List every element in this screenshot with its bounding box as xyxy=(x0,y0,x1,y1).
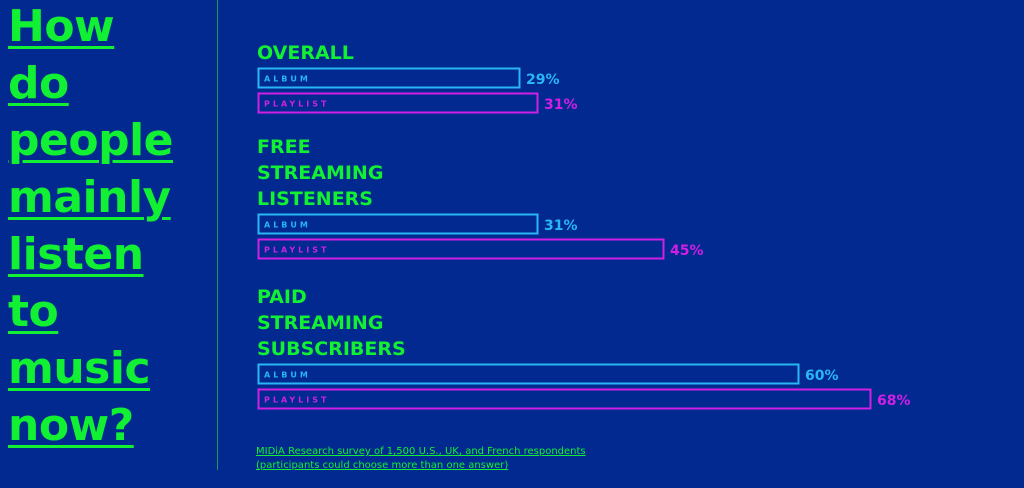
bar xyxy=(257,238,665,260)
bar xyxy=(257,363,800,385)
source-note[interactable]: MIDiA Research survey of 1,500 U.S., UK,… xyxy=(256,445,586,473)
group-title-line: STREAMING xyxy=(257,312,383,334)
group-title-line: PAID xyxy=(257,286,307,308)
value-label: 60% xyxy=(805,368,839,384)
group-title-line: STREAMING xyxy=(257,162,383,184)
bar xyxy=(257,213,539,235)
group-title-line: SUBSCRIBERS xyxy=(257,338,406,360)
source-line-2[interactable]: (participants could choose more than one… xyxy=(256,460,509,471)
bar xyxy=(257,67,521,89)
title-word: now? xyxy=(8,400,134,451)
value-label: 45% xyxy=(670,243,704,259)
value-label: 31% xyxy=(544,218,578,234)
value-label: 31% xyxy=(544,97,578,113)
value-label: 68% xyxy=(877,393,911,409)
bar-label: ALBUM xyxy=(264,221,311,230)
title-word: listen xyxy=(8,229,144,280)
bar xyxy=(257,388,872,410)
bar-label: PLAYLIST xyxy=(264,396,329,405)
source-line-1[interactable]: MIDiA Research survey of 1,500 U.S., UK,… xyxy=(256,446,586,457)
page-title: How do people mainly listen to music now… xyxy=(8,0,174,454)
title-word: people xyxy=(8,115,174,166)
group-title-line: OVERALL xyxy=(257,42,354,64)
title-word: to xyxy=(8,286,59,337)
group-title-line: LISTENERS xyxy=(257,188,373,210)
value-label: 29% xyxy=(526,72,560,88)
vertical-divider xyxy=(217,0,218,470)
title-word: How xyxy=(8,1,115,52)
title-word: do xyxy=(8,58,69,109)
bar-label: PLAYLIST xyxy=(264,100,329,109)
title-word: mainly xyxy=(8,172,171,223)
bar-label: ALBUM xyxy=(264,371,311,380)
group-title-line: FREE xyxy=(257,136,311,158)
bar xyxy=(257,92,539,114)
bar-label: ALBUM xyxy=(264,75,311,84)
title-word: music xyxy=(8,343,151,394)
bar-label: PLAYLIST xyxy=(264,246,329,255)
